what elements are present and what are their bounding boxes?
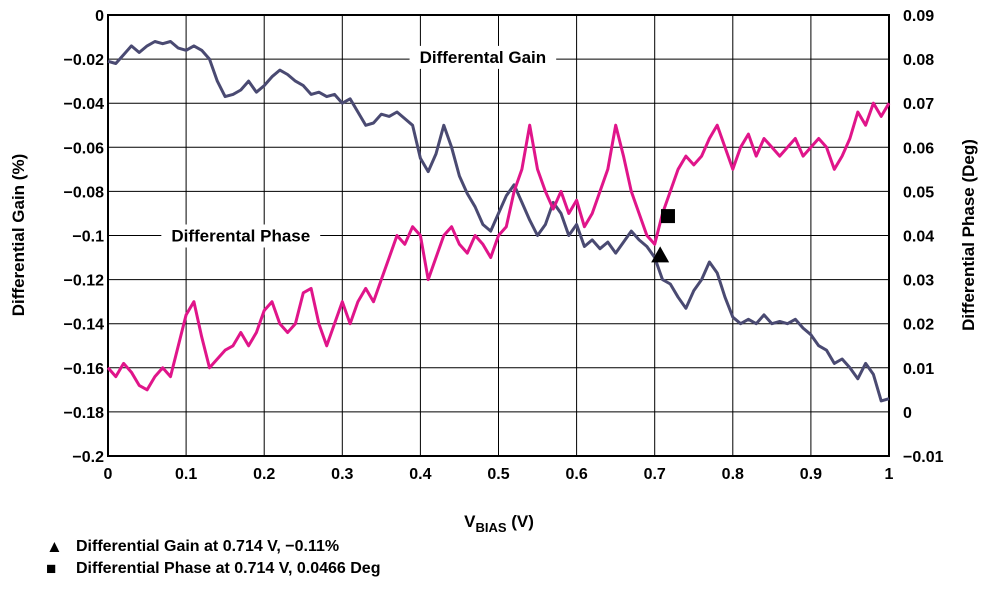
tick-layer: 0 0.1 0.2 0.3 0.4 0.5 0.6 0.7 0.8 0.9 1 0 −0.02 −0.04… xyxy=(64,8,944,483)
x-tick-label: 0.6 xyxy=(565,466,587,483)
annotation-background xyxy=(409,45,557,69)
phase-series-line xyxy=(106,101,891,392)
y-left-tick-label: −0.2 xyxy=(72,449,104,466)
y-right-tick-label: 0.08 xyxy=(903,52,934,69)
legend: ▲ Differential Gain at 0.714 V, −0.11% ■… xyxy=(46,536,380,580)
legend-item-gain: ▲ Differential Gain at 0.714 V, −0.11% xyxy=(46,536,380,558)
plot-frame xyxy=(107,14,890,457)
x-tick-label: 0.3 xyxy=(331,466,353,483)
y-left-tick-label: −0.08 xyxy=(64,184,105,201)
y-left-axis-title: Differential Gain (%) xyxy=(9,154,28,316)
y-left-tick-label: −0.14 xyxy=(64,317,105,334)
x-axis-title-sub: BIAS xyxy=(475,520,506,535)
x-tick-label: 1 xyxy=(885,466,894,483)
y-left-tick-label: −0.06 xyxy=(64,140,105,157)
y-right-tick-label: 0.06 xyxy=(903,140,934,157)
y-right-tick-label: 0.03 xyxy=(903,273,934,290)
x-tick-label: 0.4 xyxy=(409,466,431,483)
x-tick-label: 0.8 xyxy=(722,466,744,483)
x-axis-title: VBIAS (V) xyxy=(464,512,534,535)
x-tick-label: 0.2 xyxy=(253,466,275,483)
phase-point-marker xyxy=(660,209,675,224)
marker-layer xyxy=(651,209,675,263)
y-left-tick-label: −0.18 xyxy=(64,405,105,422)
y-right-tick-label: 0 xyxy=(903,405,912,422)
phase-series-label: Differental Phase xyxy=(171,227,310,246)
y-left-tick-label: −0.12 xyxy=(64,273,105,290)
y-left-tick-label: −0.02 xyxy=(64,52,105,69)
y-right-tick-label: 0.04 xyxy=(903,229,934,246)
legend-label-phase: Differential Phase at 0.714 V, 0.0466 De… xyxy=(76,560,381,577)
y-left-tick-label: −0.04 xyxy=(64,96,105,113)
gain-series-label: Differental Gain xyxy=(420,48,547,67)
triangle-icon: ▲ xyxy=(46,537,63,556)
x-tick-label: 0.1 xyxy=(175,466,197,483)
x-axis-title-unit: (V) xyxy=(507,512,534,531)
series-layer xyxy=(106,40,891,403)
annotation-layer: Differental Gain Differental Phase xyxy=(161,45,557,248)
y-left-tick-label: −0.16 xyxy=(64,361,105,378)
x-tick-label: 0 xyxy=(104,466,113,483)
y-right-tick-label: 0.02 xyxy=(903,317,934,334)
x-axis-title-main: V xyxy=(464,512,476,531)
legend-label-gain: Differential Gain at 0.714 V, −0.11% xyxy=(76,538,340,555)
legend-item-phase: ■ Differential Phase at 0.714 V, 0.0466 … xyxy=(46,558,380,580)
y-right-tick-label: 0.07 xyxy=(903,96,934,113)
gain-series-line xyxy=(107,40,890,403)
y-left-tick-label: −0.1 xyxy=(72,229,104,246)
y-left-tick-label: 0 xyxy=(95,8,104,25)
y-right-tick-label: 0.01 xyxy=(903,361,934,378)
y-right-tick-label: 0.05 xyxy=(903,184,934,201)
x-tick-label: 0.7 xyxy=(644,466,666,483)
y-right-tick-label: −0.01 xyxy=(903,449,944,466)
annotation-background xyxy=(161,224,321,248)
gain-point-marker xyxy=(651,246,670,263)
square-icon: ■ xyxy=(46,559,57,578)
y-right-tick-label: 0.09 xyxy=(903,8,934,25)
x-tick-label: 0.9 xyxy=(800,466,822,483)
x-tick-label: 0.5 xyxy=(487,466,509,483)
y-right-axis-title: Differential Phase (Deg) xyxy=(959,139,978,331)
